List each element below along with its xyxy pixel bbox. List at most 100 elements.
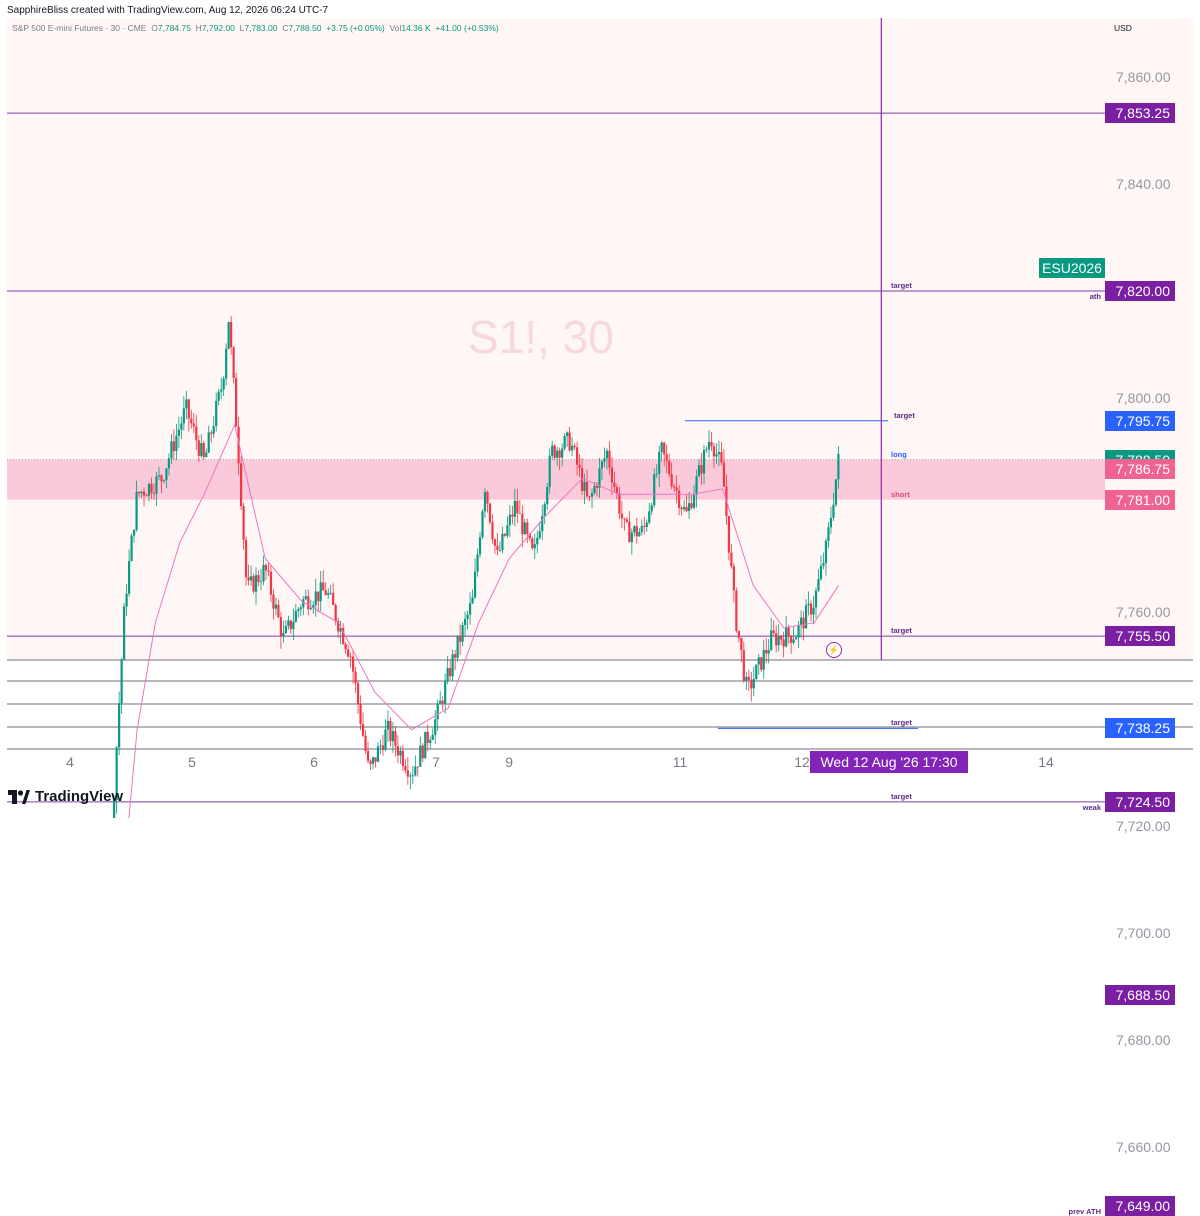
candle-body — [548, 455, 551, 488]
candle-body — [663, 442, 666, 455]
candle-body — [648, 511, 651, 523]
candle-body — [190, 418, 193, 424]
ohlc-legend: S&P 500 E-mini Futures · 30 · CME O7,784… — [12, 23, 499, 33]
candle-body — [152, 493, 156, 494]
candle-body — [342, 627, 345, 644]
candle-body — [468, 603, 472, 615]
candle-body — [832, 504, 835, 518]
candle-body — [137, 491, 141, 494]
candle-body — [757, 657, 760, 665]
candle-body — [546, 487, 549, 505]
candle-body — [225, 348, 228, 379]
plot-area[interactable] — [7, 18, 1193, 660]
candle-body — [697, 465, 701, 477]
candle-body — [389, 721, 392, 742]
candle-body — [493, 539, 497, 546]
candle-body — [588, 496, 591, 497]
candle-body — [466, 614, 469, 619]
candle-body — [585, 481, 589, 497]
candle-body — [678, 490, 681, 508]
candle-body — [344, 643, 347, 650]
candle-body — [150, 483, 153, 494]
candle-body — [531, 538, 534, 549]
candle-body — [299, 607, 302, 610]
candle-body — [132, 529, 136, 536]
zone-long-short-zone — [7, 459, 1105, 500]
price-axis-tick-7-800-00: 7,800.00 — [1116, 390, 1171, 406]
level-label-7-795-75: target — [894, 410, 915, 420]
candle-body — [272, 594, 275, 609]
legend-open: 7,784.75 — [157, 23, 191, 33]
level-right-label-7-724-50: weak — [1082, 802, 1101, 812]
candle-body — [254, 575, 258, 592]
candle-body — [702, 449, 706, 474]
tradingview-logo[interactable]: TradingView — [8, 788, 123, 805]
symbol-watermark: S1!, 30 — [468, 311, 614, 363]
candle-body — [516, 500, 519, 514]
candle-body — [424, 731, 427, 759]
candle-body — [528, 533, 531, 539]
candle-body — [419, 745, 422, 767]
candle-body — [369, 760, 372, 764]
candle-body — [772, 630, 775, 634]
candle-body — [332, 592, 335, 606]
candle-body — [147, 483, 151, 496]
candle-body — [287, 620, 290, 627]
candle-body — [536, 537, 539, 545]
lightning-icon[interactable]: ⚡ — [826, 642, 842, 658]
currency-label[interactable]: USD — [1114, 23, 1132, 33]
candlestick-chart[interactable] — [0, 0, 1200, 818]
candle-body — [461, 624, 464, 642]
candle-body — [513, 500, 516, 517]
candle-body — [750, 679, 753, 689]
candle-body — [386, 721, 390, 730]
candle-body — [406, 770, 409, 777]
candle-body — [244, 539, 248, 578]
candle-body — [814, 590, 818, 608]
candle-body — [441, 700, 444, 704]
legend-volume: 14.36 K — [401, 23, 431, 33]
legend-close-label: C — [282, 23, 289, 33]
candle-body — [655, 473, 658, 475]
candle-body — [115, 747, 118, 801]
candle-body — [451, 654, 454, 677]
candle-body — [113, 800, 116, 818]
candle-body — [356, 683, 360, 704]
price-tag-7-786-75: 7,786.75 — [1105, 458, 1175, 479]
candle-body — [459, 635, 462, 642]
candle-body — [454, 654, 457, 658]
candle-body — [434, 719, 437, 735]
candle-body — [705, 449, 708, 451]
candle-body — [501, 533, 504, 550]
candle-body — [775, 633, 778, 646]
time-axis-tick-12: 12 — [794, 754, 810, 770]
candle-body — [580, 468, 584, 492]
candle-body — [322, 582, 325, 591]
candle-body — [120, 659, 123, 704]
candle-body — [740, 637, 743, 651]
candle-body — [314, 591, 317, 606]
candle-body — [685, 507, 688, 512]
candle-body — [185, 399, 188, 409]
candle-body — [195, 426, 198, 441]
candle-body — [426, 731, 429, 743]
level-label-7-755-50: target — [891, 626, 912, 636]
price-axis-tick-7-840-00: 7,840.00 — [1116, 176, 1171, 192]
candle-body — [551, 445, 554, 456]
candle-body — [212, 426, 215, 434]
candle-body — [391, 731, 395, 742]
candle-body — [177, 429, 180, 436]
candle-body — [145, 495, 148, 497]
time-axis-tick-14: 14 — [1038, 754, 1054, 770]
candle-body — [376, 746, 380, 762]
candle-body — [628, 521, 631, 543]
candle-body — [411, 775, 414, 777]
candle-body — [653, 474, 656, 506]
candle-body — [675, 487, 678, 491]
price-tag-7-738-25: 7,738.25 — [1105, 718, 1175, 739]
candle-body — [307, 596, 310, 610]
candle-body — [615, 486, 619, 494]
legend-change: +3.75 (+0.05%) — [326, 23, 385, 33]
candle-body — [309, 607, 312, 610]
candle-body — [618, 493, 621, 514]
